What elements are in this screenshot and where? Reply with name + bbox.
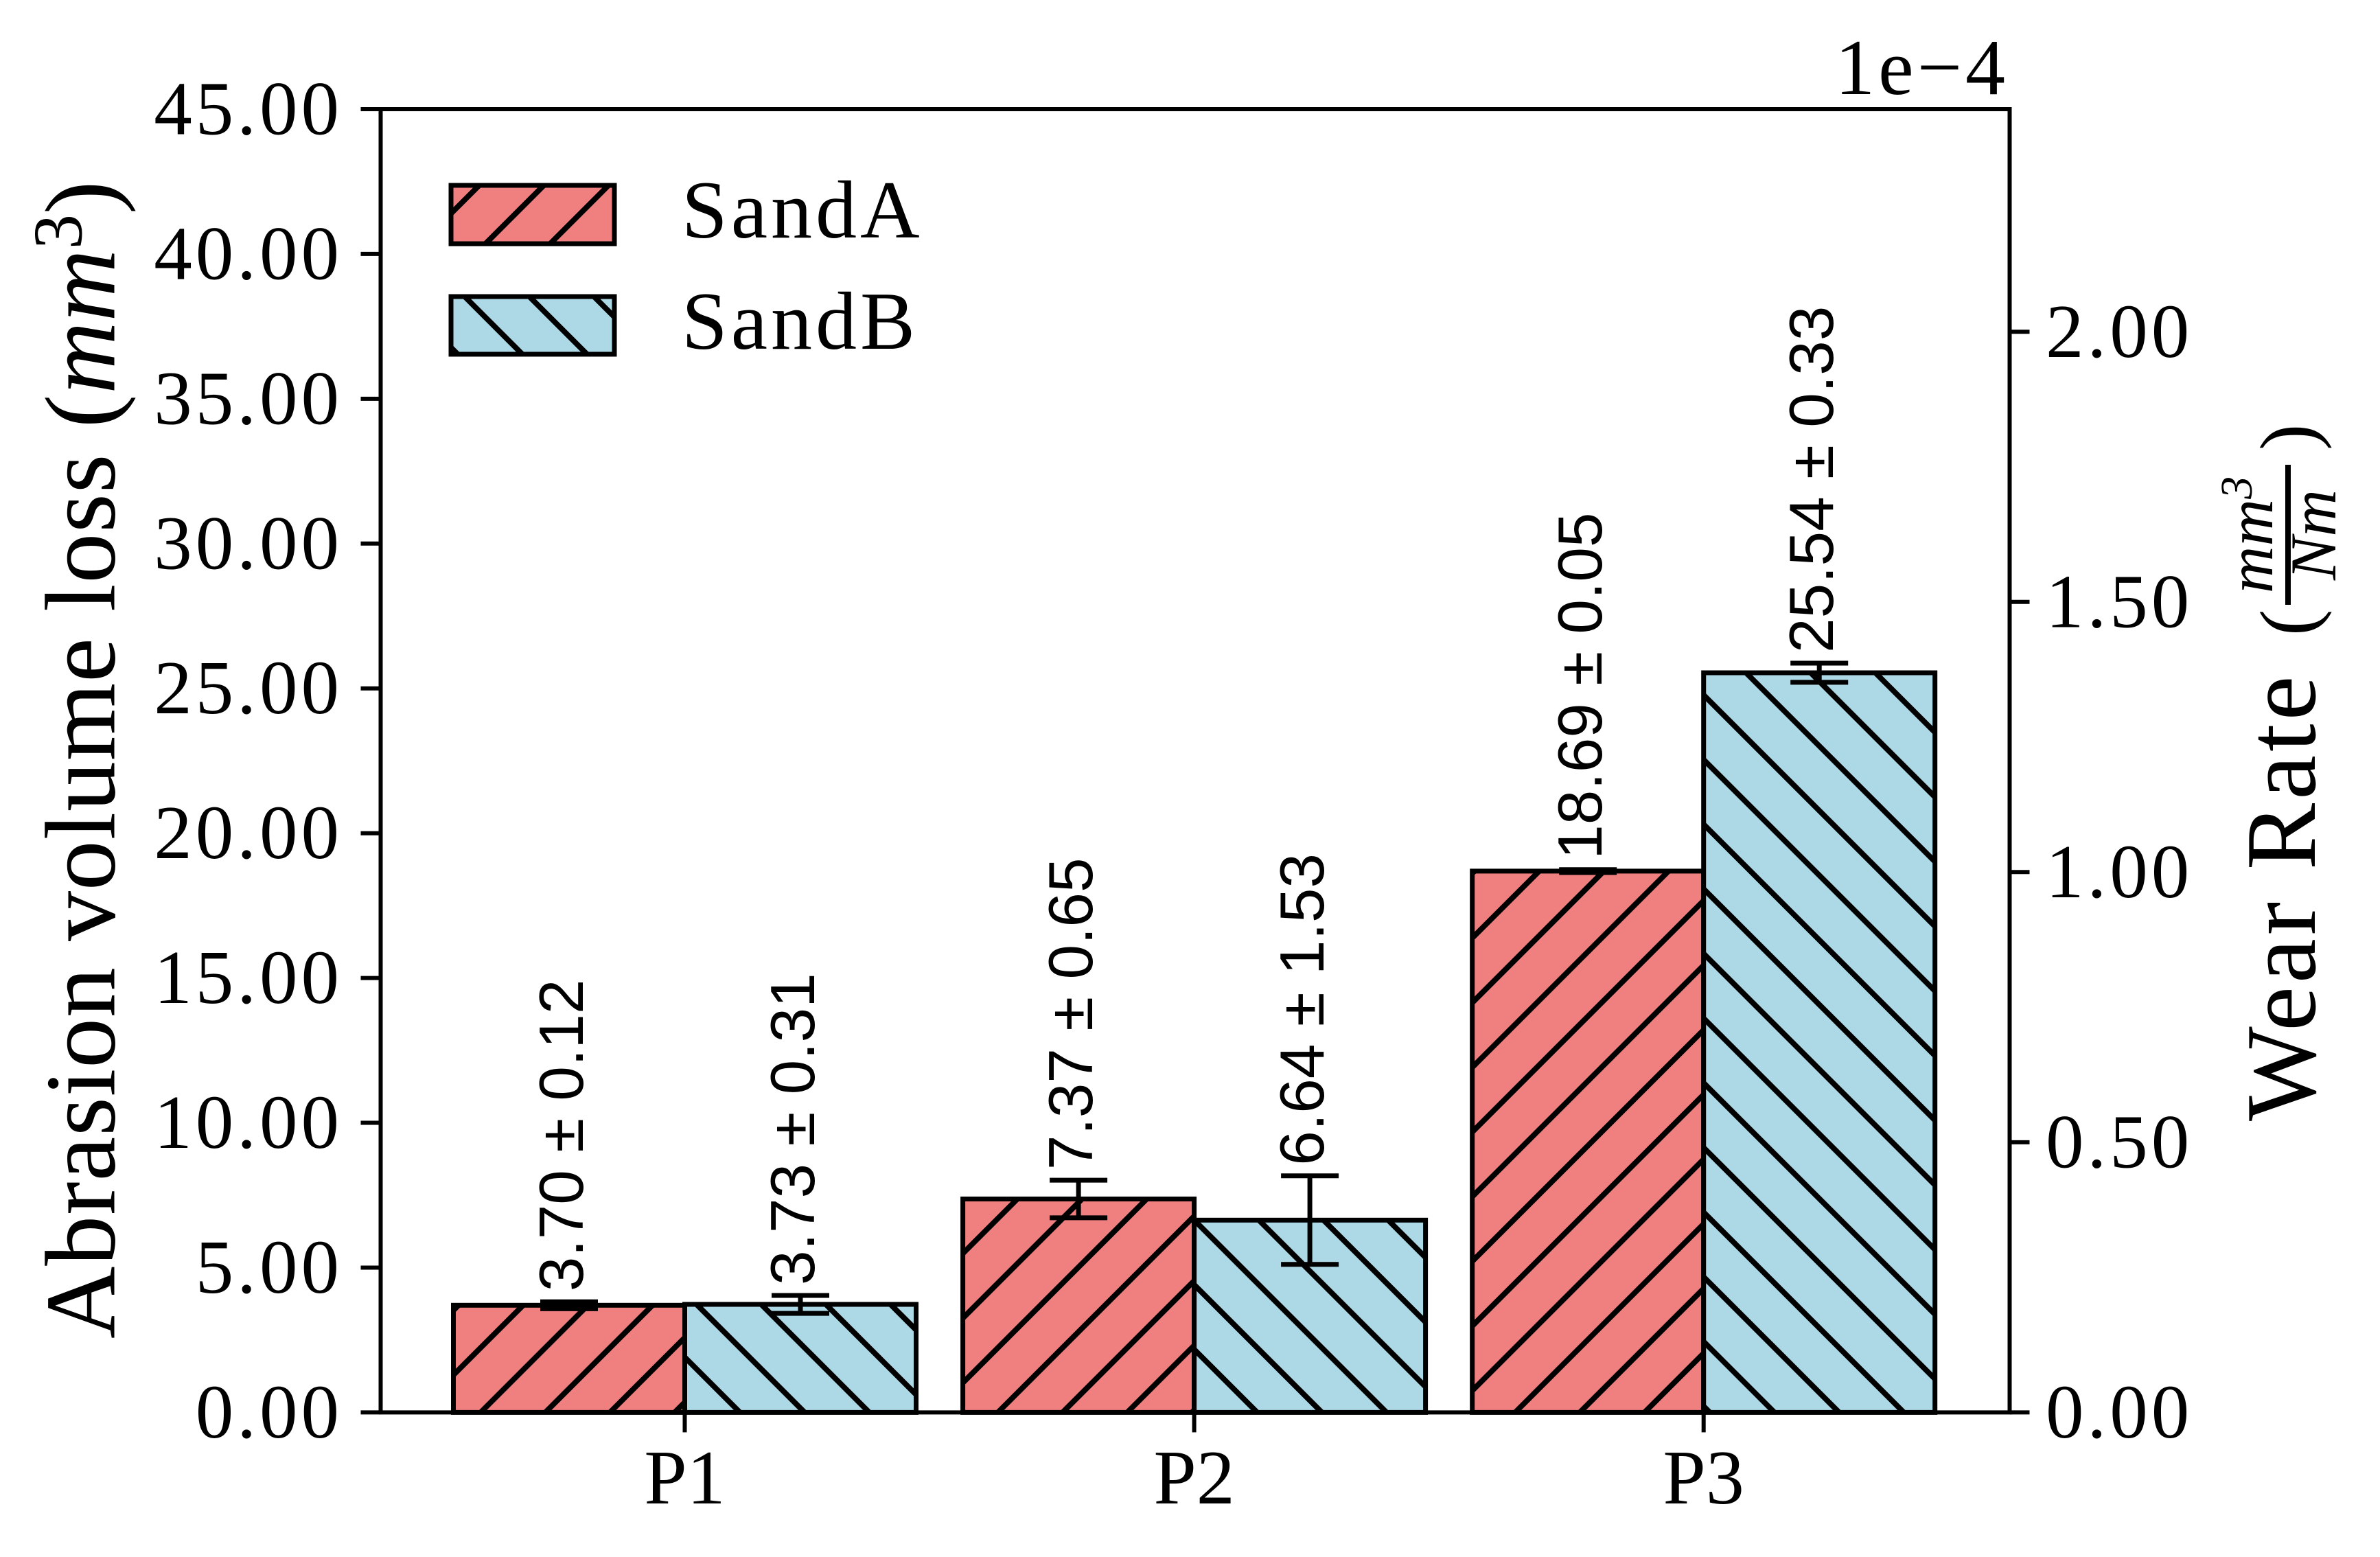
- svg-text:3.73 ± 0.31: 3.73 ± 0.31: [759, 973, 828, 1285]
- svg-text:Nm: Nm: [2277, 489, 2350, 581]
- svg-text:1.00: 1.00: [2046, 830, 2193, 914]
- svg-text:30.00: 30.00: [154, 501, 343, 586]
- svg-text:1.50: 1.50: [2046, 560, 2193, 644]
- svg-text:SandA: SandA: [682, 164, 923, 255]
- svg-text:35.00: 35.00: [154, 356, 343, 441]
- svg-text:P3: P3: [1663, 1435, 1744, 1521]
- svg-text:0.00: 0.00: [2046, 1370, 2193, 1455]
- svg-text:5.00: 5.00: [196, 1225, 343, 1310]
- svg-text:45.00: 45.00: [154, 67, 343, 152]
- svg-text:10.00: 10.00: [154, 1081, 343, 1165]
- svg-text:3.70 ± 0.12: 3.70 ± 0.12: [527, 979, 597, 1291]
- svg-text:(: (: [2245, 610, 2332, 636]
- svg-text:P2: P2: [1153, 1435, 1234, 1521]
- svg-text:20.00: 20.00: [154, 791, 343, 875]
- svg-text:25.00: 25.00: [154, 646, 343, 730]
- svg-text:): ): [2245, 424, 2332, 450]
- svg-text:6.64 ± 1.53: 6.64 ± 1.53: [1268, 853, 1337, 1166]
- svg-text:40.00: 40.00: [154, 211, 343, 296]
- svg-text:25.54 ± 0.33: 25.54 ± 0.33: [1777, 306, 1847, 653]
- svg-text:0.00: 0.00: [196, 1370, 343, 1455]
- svg-text:SandB: SandB: [682, 275, 919, 367]
- svg-text:18.69 ± 0.05: 18.69 ± 0.05: [1546, 512, 1615, 859]
- svg-text:7.37 ± 0.65: 7.37 ± 0.65: [1037, 857, 1106, 1170]
- svg-text:2.00: 2.00: [2046, 290, 2193, 374]
- svg-text:0.50: 0.50: [2046, 1100, 2193, 1184]
- svg-text:Wear Rate: Wear Rate: [2226, 673, 2337, 1121]
- svg-text:1e−4: 1e−4: [1835, 24, 2009, 112]
- svg-text:Abrasion volume loss (mm3): Abrasion volume loss (mm3): [20, 181, 137, 1339]
- svg-text:P1: P1: [644, 1435, 725, 1521]
- svg-text:15.00: 15.00: [154, 936, 343, 1020]
